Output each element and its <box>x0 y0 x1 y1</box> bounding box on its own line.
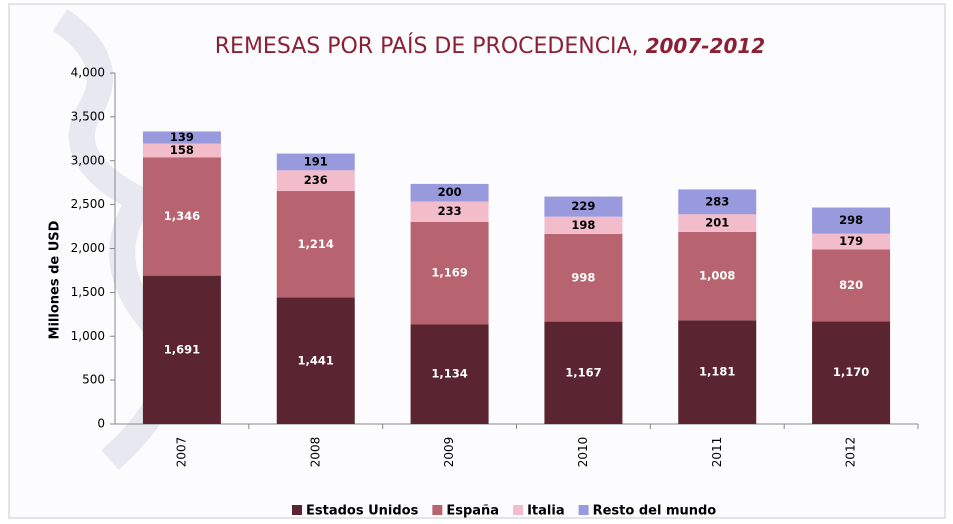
bar-segment <box>410 324 489 424</box>
value-label: 158 <box>170 143 194 157</box>
legend-swatch <box>292 505 302 515</box>
value-label: 1,691 <box>164 342 200 356</box>
bar-segment <box>142 275 221 424</box>
bar-segment <box>142 131 221 144</box>
value-label: 198 <box>571 218 595 232</box>
bar-segment <box>410 201 489 222</box>
legend-label: Italia <box>527 504 565 519</box>
value-label: 1,167 <box>565 365 601 379</box>
y-tick-label: 1,500 <box>71 285 105 299</box>
bar-segment <box>678 189 757 215</box>
value-label: 1,346 <box>164 209 200 223</box>
value-label: 1,181 <box>699 365 735 379</box>
bar-segment <box>544 196 623 217</box>
bar-segment <box>812 233 891 250</box>
bar-segment <box>142 143 221 158</box>
title-main: REMESAS POR PAÍS DE PROCEDENCIA, <box>215 33 639 59</box>
value-label: 1,214 <box>298 237 334 251</box>
x-tick-label: 2010 <box>576 437 590 468</box>
bar-segment <box>276 153 355 171</box>
chart-title: REMESAS POR PAÍS DE PROCEDENCIA, 2007-20… <box>215 33 765 59</box>
value-label: 201 <box>705 216 729 230</box>
y-tick-label: 2,000 <box>71 241 105 255</box>
value-label: 1,008 <box>699 269 735 283</box>
y-tick-label: 1,000 <box>71 329 105 343</box>
legend-label: Estados Unidos <box>306 504 419 519</box>
bar-segment <box>544 234 623 322</box>
value-label: 229 <box>571 199 595 213</box>
legend-swatch <box>432 505 443 515</box>
bar-segment <box>142 157 221 276</box>
x-tick-label: 2012 <box>844 437 858 468</box>
bar-segment <box>812 249 891 322</box>
bar-segment <box>544 216 623 235</box>
value-label: 179 <box>839 234 863 248</box>
legend-label: Resto del mundo <box>593 504 717 519</box>
y-axis-title: Millones de USD <box>48 220 63 339</box>
bar-segment <box>410 183 489 202</box>
bar-segment <box>276 297 355 424</box>
value-label: 191 <box>304 154 328 168</box>
bar-segment <box>812 207 891 234</box>
value-label: 200 <box>438 185 462 199</box>
y-tick-label: 4,000 <box>71 66 105 80</box>
value-label: 1,169 <box>431 266 467 280</box>
legend-swatch <box>578 505 589 515</box>
bar-segment <box>678 320 757 424</box>
bar-segment <box>678 231 757 321</box>
bar-segment <box>410 221 489 325</box>
value-label: 236 <box>304 173 328 187</box>
title-years: 2007-2012 <box>646 34 766 58</box>
x-tick-label: 2009 <box>442 437 456 468</box>
value-label: 233 <box>438 204 462 218</box>
value-label: 1,441 <box>298 353 334 367</box>
y-tick-label: 2,500 <box>71 197 105 211</box>
y-tick-label: 500 <box>82 373 105 387</box>
bar-segment <box>678 214 757 232</box>
value-label: 139 <box>170 130 194 144</box>
value-label: 1,134 <box>431 367 467 381</box>
legend-swatch <box>513 505 524 515</box>
value-label: 820 <box>839 278 863 292</box>
y-tick-label: 3,500 <box>71 109 105 123</box>
value-label: 298 <box>839 213 863 227</box>
x-tick-label: 2008 <box>308 437 322 468</box>
bar-segment <box>276 170 355 192</box>
y-tick-label: 3,000 <box>71 153 105 167</box>
value-label: 1,170 <box>833 365 869 379</box>
bar-segment <box>544 321 623 424</box>
value-label: 998 <box>571 270 595 284</box>
legend-label: España <box>446 504 499 519</box>
bar-segment <box>276 191 355 298</box>
value-label: 283 <box>705 194 729 208</box>
x-tick-label: 2007 <box>174 437 188 468</box>
bar-segment <box>812 321 891 424</box>
x-tick-label: 2011 <box>710 437 724 468</box>
y-tick-label: 0 <box>97 417 105 431</box>
